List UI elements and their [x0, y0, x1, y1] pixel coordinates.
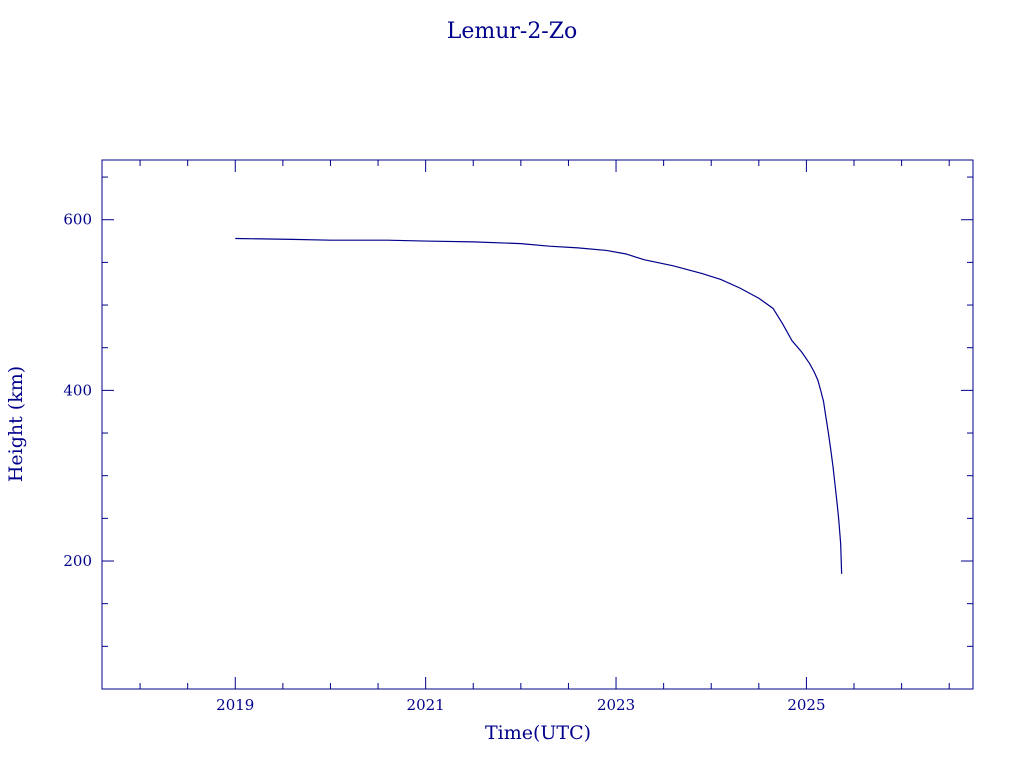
axis-tick-labels: 2019 2021 2023 2025 200 400 600 — [63, 211, 825, 714]
y-tick-label: 600 — [63, 211, 92, 229]
x-tick-label: 2025 — [787, 696, 825, 714]
y-tick-label: 200 — [63, 552, 92, 570]
x-tick-label: 2021 — [407, 696, 445, 714]
height-series-line — [235, 237, 843, 574]
x-tick-label: 2019 — [216, 696, 254, 714]
x-axis-label: Time(UTC) — [485, 722, 591, 744]
plot-frame — [101, 159, 974, 690]
y-tick-label: 400 — [63, 381, 92, 399]
chart-title: Lemur-2-Zo — [447, 19, 578, 44]
x-tick-label: 2023 — [597, 696, 635, 714]
y-axis-label: Height (km) — [5, 366, 27, 482]
axis-ticks — [102, 160, 973, 690]
